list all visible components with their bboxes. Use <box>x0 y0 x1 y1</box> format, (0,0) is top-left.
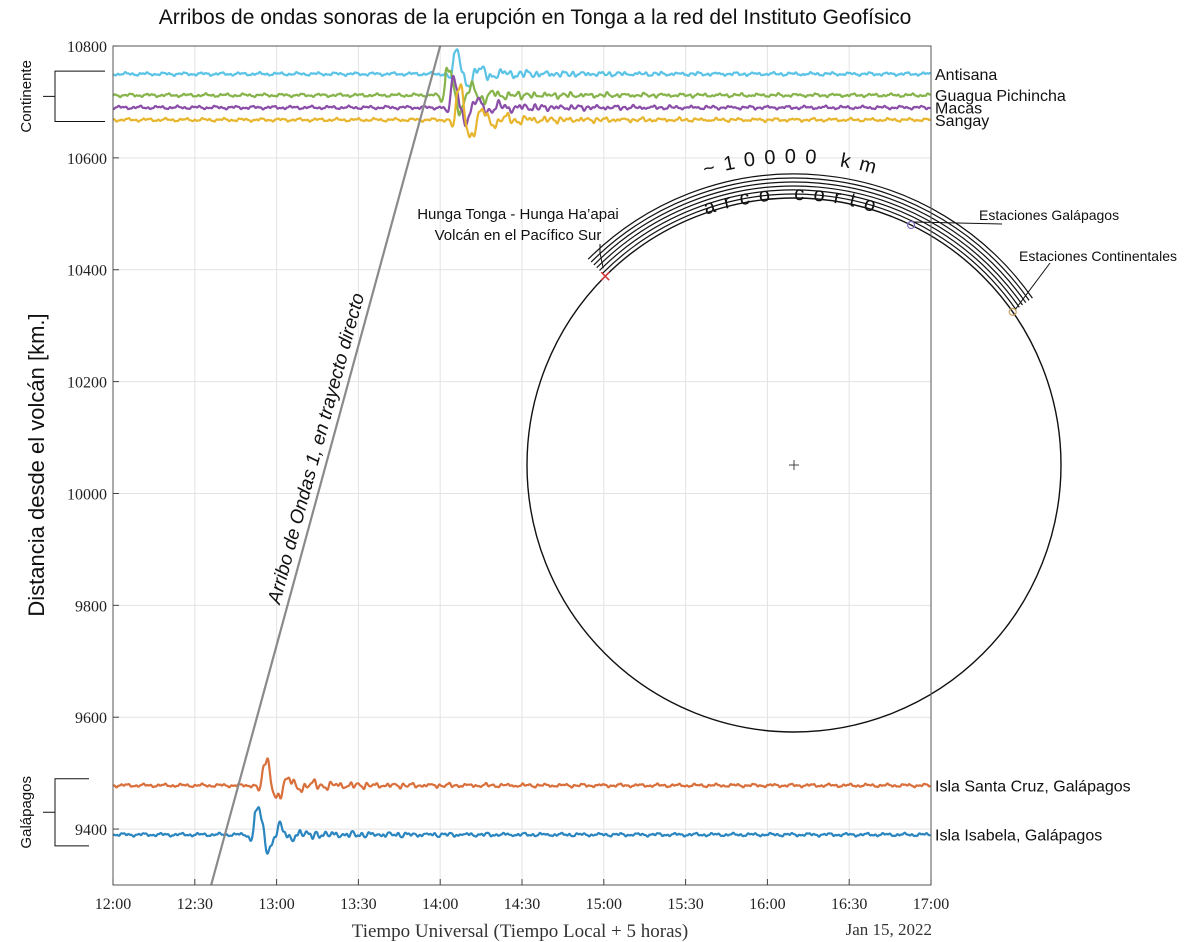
y-tick-label: 9400 <box>75 822 107 839</box>
volcano-label-line1: Hunga Tonga - Hunga Ha’apai <box>417 206 619 223</box>
short-arc-path <box>587 173 1033 299</box>
trace-4 <box>112 757 932 800</box>
group-bracket <box>43 70 105 123</box>
y-tick-label: 10400 <box>67 263 107 280</box>
waveform-traces <box>112 48 932 855</box>
x-tick-label: 15:00 <box>586 896 622 913</box>
globe-circle <box>526 197 1062 733</box>
trace-0 <box>112 48 931 89</box>
galapagos-stations-label: Estaciones Galápagos <box>979 207 1119 223</box>
x-tick-label: 16:00 <box>749 896 785 913</box>
galapagos-marker <box>906 220 916 230</box>
x-tick-label: 12:00 <box>95 896 131 913</box>
grid <box>112 45 932 885</box>
y-tick-label: 9600 <box>75 710 107 727</box>
x-tick-label: 13:00 <box>258 896 294 913</box>
continental-stations-label: Estaciones Continentales <box>1019 248 1177 264</box>
series-label: Macas <box>935 101 982 118</box>
x-tick-label: 15:30 <box>667 896 703 913</box>
x-tick-label: 14:00 <box>422 896 458 913</box>
y-axis-label: Distancia desde el volcán [km.] <box>24 313 49 616</box>
x-tick-label: 17:00 <box>913 896 949 913</box>
x-tick-label: 16:30 <box>831 896 867 913</box>
x-tick-label: 12:30 <box>177 896 213 913</box>
y-tick-label: 10600 <box>67 151 107 168</box>
trace-5 <box>112 806 931 855</box>
x-axis-label: Tiempo Universal (Tiempo Local + 5 horas… <box>352 921 689 942</box>
series-label: Sangay <box>935 113 989 130</box>
axes: 12:00 12:30 13:00 13:30 14:00 14:30 15:00 15:30… <box>67 39 949 913</box>
volcano-leader <box>599 244 604 269</box>
trace-2 <box>112 74 931 128</box>
series-label: Antisana <box>935 67 997 84</box>
chart-title: Arribos de ondas sonoras de la erupción … <box>159 6 912 29</box>
continental-marker <box>1008 307 1017 316</box>
group-label: Galápagos <box>18 776 35 849</box>
continental-leader <box>1015 262 1051 310</box>
series-label: Isla Santa Cruz, Galápagos <box>935 778 1131 795</box>
y-tick-label: 9800 <box>75 598 107 615</box>
volcano-marker <box>600 271 610 281</box>
arrival-line-label: Arribo de Ondas 1, en trayecto directo <box>264 291 369 607</box>
group-brackets: Continente Galápagos <box>18 60 105 849</box>
series-label: Guagua Pichincha <box>935 88 1066 105</box>
date-label: Jan 15, 2022 <box>846 920 932 939</box>
group-bracket <box>43 778 89 847</box>
series-label: Isla Isabela, Galápagos <box>935 828 1102 845</box>
volcano-label-line2: Volcán en el Pacífico Sur <box>435 227 602 244</box>
short-arc-path <box>596 185 1023 306</box>
trace-1 <box>112 66 931 117</box>
short-arc-path <box>599 189 1020 308</box>
short-arc-path <box>590 177 1030 301</box>
y-tick-label: 10200 <box>67 375 107 392</box>
group-label: Continente <box>18 60 35 133</box>
x-tick-label: 14:30 <box>504 896 540 913</box>
globe-center-mark <box>789 460 799 470</box>
arc-distance-label: ~10000 km <box>701 146 888 181</box>
arrival-line-group: Arribo de Ondas 1, en trayecto directo <box>210 45 442 886</box>
trace-3 <box>112 83 932 139</box>
arc-type-label: arco corto <box>701 183 887 220</box>
arrival-line <box>210 45 442 886</box>
short-arc-path <box>601 193 1017 310</box>
galapagos-leader <box>914 221 1003 225</box>
y-tick-label: 10000 <box>67 486 107 503</box>
x-tick-label: 13:30 <box>340 896 376 913</box>
y-tick-label: 10800 <box>67 39 107 56</box>
short-arc-path <box>593 181 1027 304</box>
